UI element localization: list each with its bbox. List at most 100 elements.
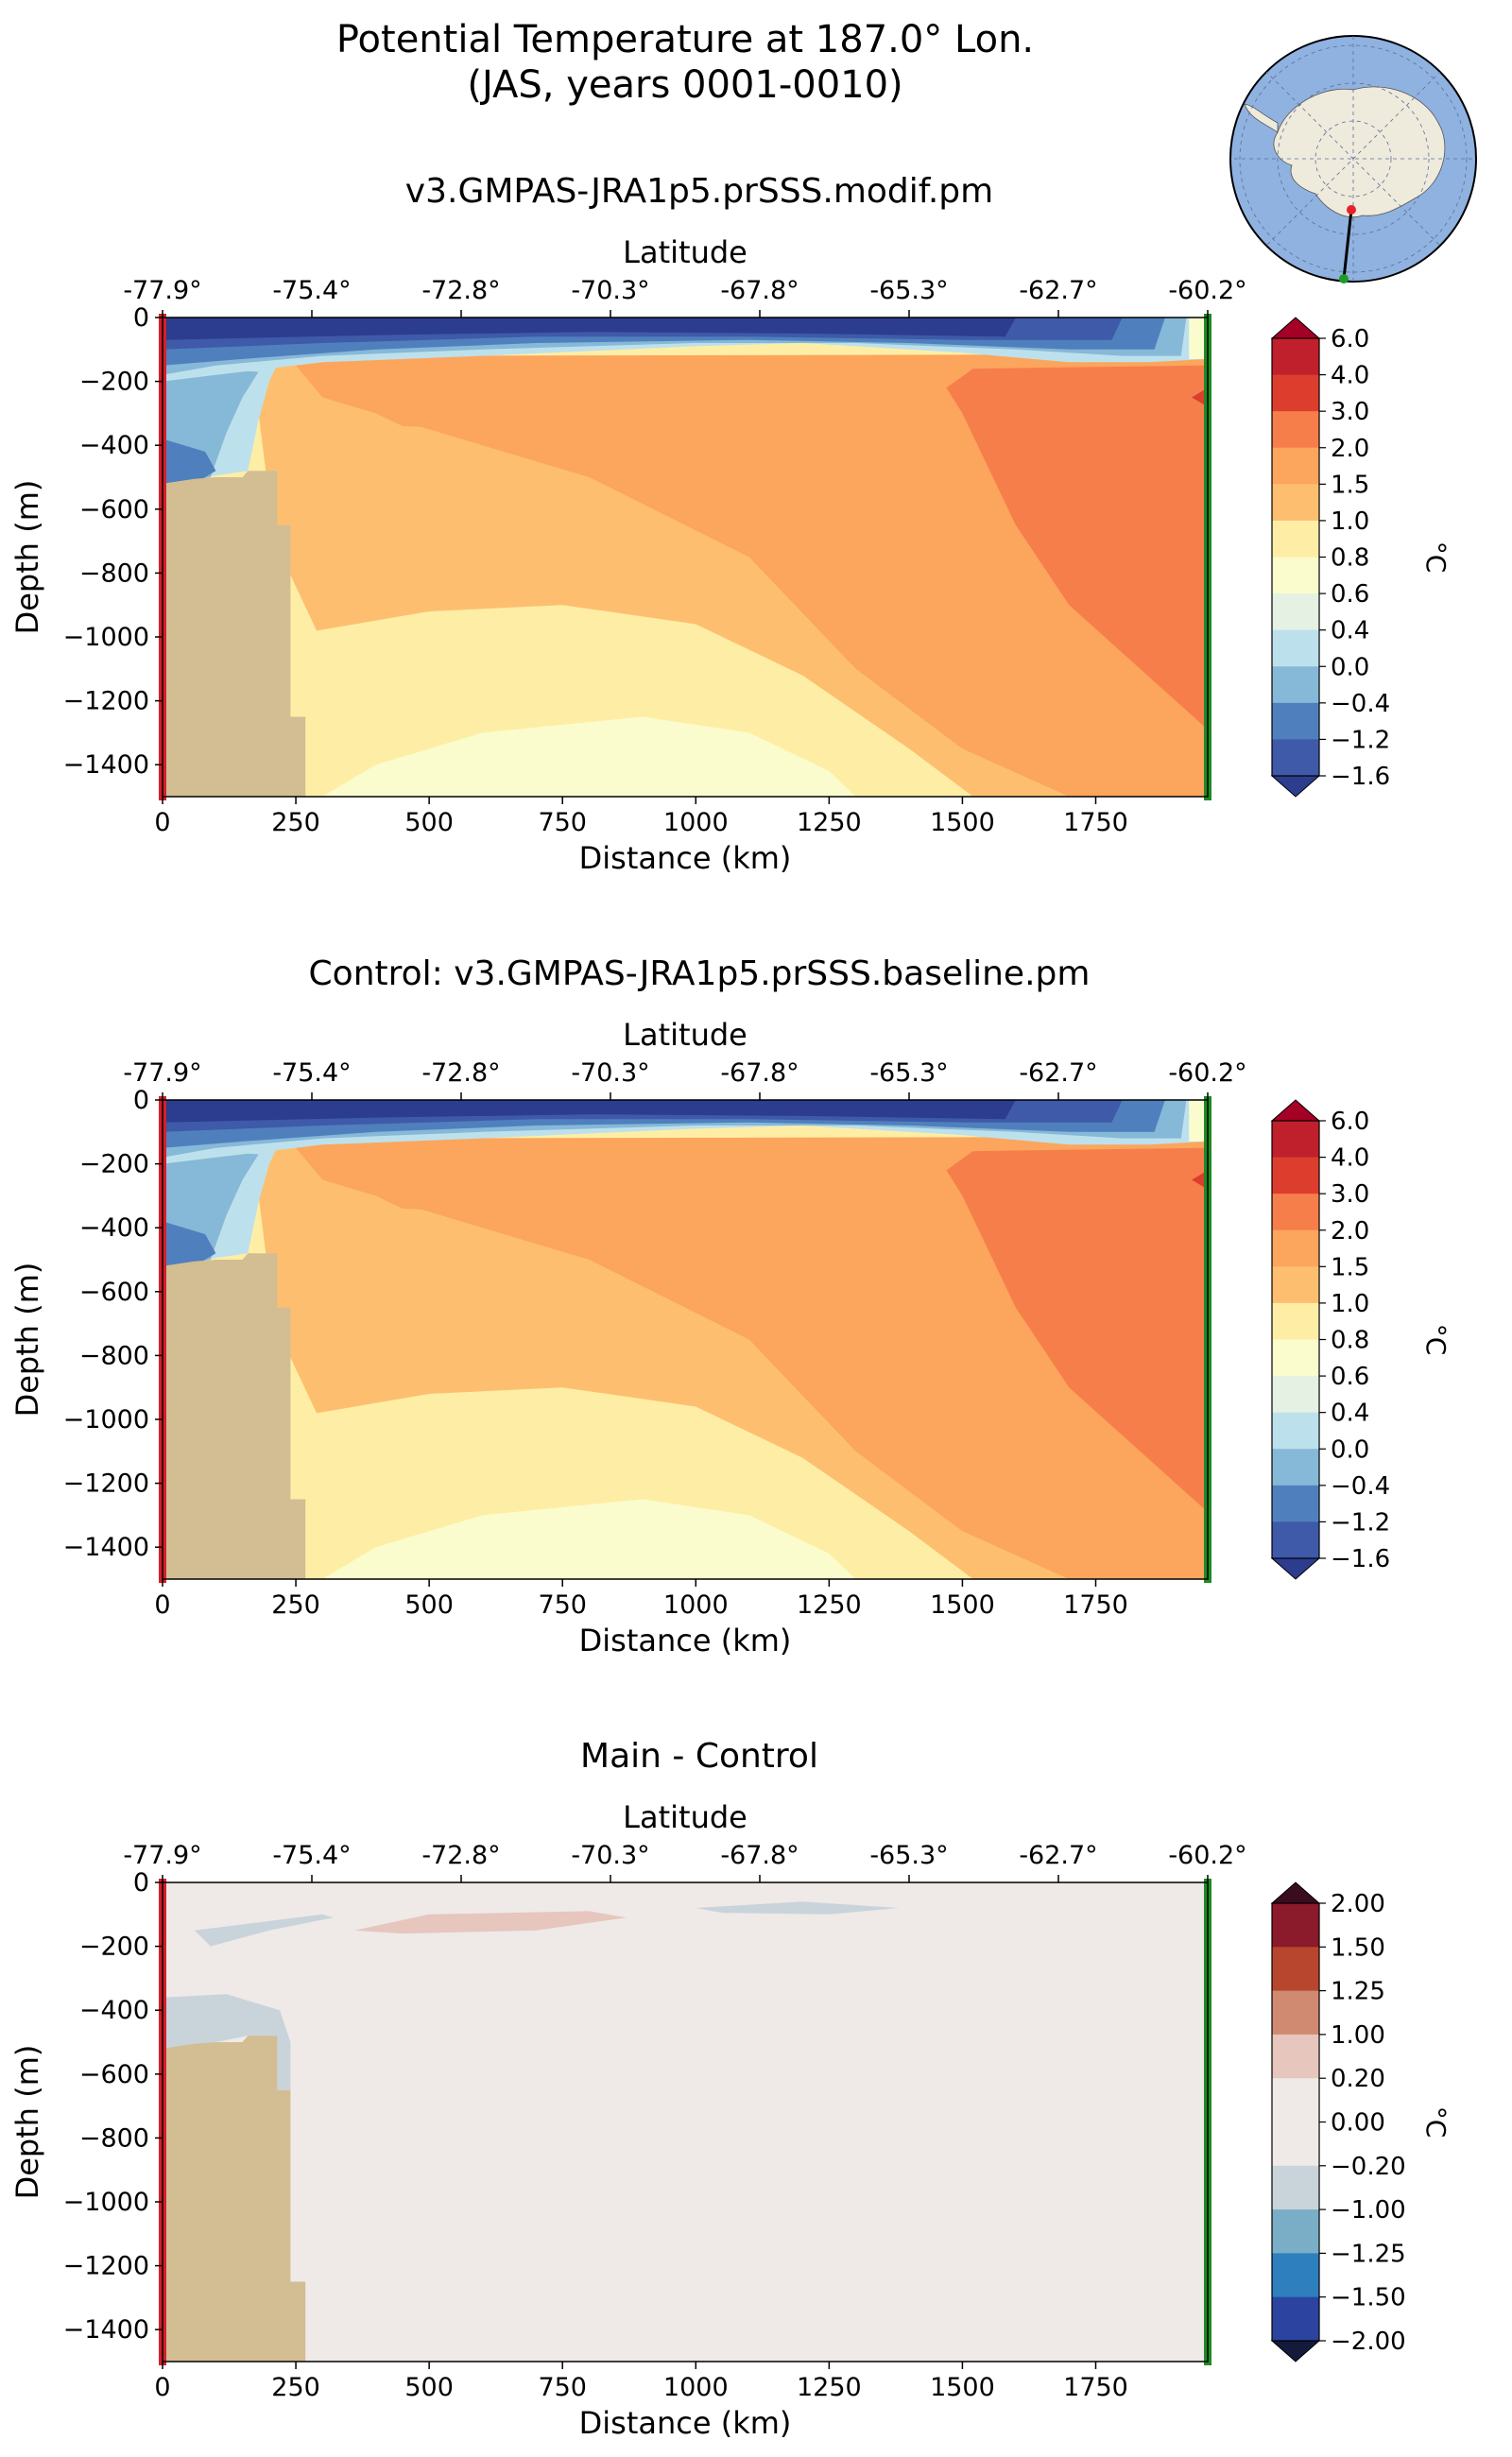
- northern-warm-column: [1189, 1100, 1208, 1142]
- y-tick-label: −600: [79, 2060, 149, 2089]
- colorbar-cell: [1272, 1521, 1319, 1559]
- colorbar-cell: [1272, 1121, 1319, 1159]
- x-tick-label: 0: [154, 2373, 170, 2402]
- y-axis-label: Depth (m): [9, 480, 45, 635]
- y-tick-label: −1000: [63, 623, 149, 652]
- y-tick-label: −800: [79, 2123, 149, 2153]
- anomaly-negative-shelf: [163, 1994, 291, 2090]
- colorbar-cell: [1272, 374, 1319, 412]
- colorbar-cell: [1272, 1485, 1319, 1522]
- top-axis-label: Latitude: [623, 234, 747, 270]
- bathymetry-shelf: [163, 1253, 306, 1579]
- colorbar-under-triangle: [1270, 1557, 1321, 1580]
- lat-tick-label: -72.8°: [421, 1841, 500, 1870]
- colorbar-cell: [1272, 1449, 1319, 1486]
- lat-tick-label: -67.8°: [720, 1058, 799, 1088]
- colorbar-tick-label: 6.0: [1331, 1108, 1369, 1136]
- colorbar-tick-label: 1.00: [1331, 2021, 1385, 2050]
- x-tick-label: 1750: [1063, 2373, 1128, 2402]
- lat-tick-label: -72.8°: [421, 276, 500, 305]
- colorbar-tick-label: 0.6: [1331, 580, 1369, 609]
- lat-tick-label: -70.3°: [571, 1841, 649, 1870]
- colorbar-tick-label: 4.0: [1331, 362, 1369, 390]
- x-tick-label: 1500: [930, 1590, 995, 1620]
- lat-tick-label: -60.2°: [1168, 276, 1246, 305]
- plot-frame: [162, 1881, 1209, 2362]
- y-tick-label: −400: [79, 1996, 149, 2025]
- contour-band-3-0-4-0: [1192, 387, 1208, 407]
- panel-2-chart: 0 250 500 750 1000 1250 1500 1750 Distance (km) 0…: [9, 1017, 1452, 1658]
- x-tick-label: 1000: [663, 1590, 729, 1620]
- colorbar-tick-label: 6.0: [1331, 325, 1369, 353]
- colorbar-cell: [1272, 557, 1319, 594]
- figure-title-line1: Potential Temperature at 187.0° Lon.: [335, 18, 1035, 61]
- colorbar-over-triangle: [1270, 1881, 1321, 1904]
- colorbar-tick-label: 0.8: [1331, 1327, 1369, 1355]
- colorbar-tick-label: 1.0: [1331, 1290, 1369, 1318]
- top-axis-label: Latitude: [623, 1017, 747, 1053]
- x-axis-label: Distance (km): [579, 1623, 792, 1658]
- colorbar-cell: [1272, 1266, 1319, 1304]
- y-tick-label: −1200: [63, 1469, 149, 1499]
- lat-tick-label: -77.9°: [123, 276, 201, 305]
- y-tick-label: −200: [79, 1150, 149, 1179]
- contour-band-patch: [365, 400, 776, 433]
- panel-1-chart: 0 250 500 750 1000 1250 1500 1750 Distance (km) 0…: [9, 234, 1452, 876]
- colorbar-tick-label: 3.0: [1331, 1180, 1369, 1209]
- colorbar-cell: [1272, 484, 1319, 522]
- y-axis-label: Depth (m): [9, 1263, 45, 1418]
- colorbar-tick-label: 0.4: [1331, 617, 1369, 645]
- contour-band-minus-1-2: [163, 438, 216, 484]
- colorbar-label: °C: [1420, 541, 1452, 574]
- lat-tick-label: -72.8°: [421, 1058, 500, 1088]
- x-tick-label: 1250: [797, 808, 862, 837]
- bathymetry-shelf: [163, 471, 306, 797]
- y-tick-label: 0: [133, 1086, 149, 1115]
- colorbar-cell: [1272, 666, 1319, 704]
- colorbar-cell: [1272, 1194, 1319, 1231]
- colorbar-tick-label: 3.0: [1331, 398, 1369, 426]
- x-tick-label: 1500: [930, 808, 995, 837]
- colorbar-cell: [1272, 2209, 1319, 2254]
- x-tick-label: 0: [154, 1590, 170, 1620]
- x-axis-label: Distance (km): [579, 840, 792, 876]
- panel-3-chart: 0 250 500 750 1000 1250 1500 1750 Distance (km) 0…: [9, 1799, 1452, 2441]
- plot-frame: [162, 1099, 1209, 1580]
- colorbar-cell: [1272, 1339, 1319, 1377]
- colorbar-cell: [1272, 629, 1319, 667]
- colorbar-tick-label: −0.4: [1331, 1472, 1390, 1501]
- lat-tick-label: -75.4°: [272, 1058, 351, 1088]
- colorbar-cell: [1272, 1903, 1319, 1948]
- contour-band-2-0-3-0: [946, 365, 1208, 730]
- colorbar-tick-label: −1.2: [1331, 726, 1390, 754]
- x-tick-label: 0: [154, 808, 170, 837]
- bathymetry-shelf: [163, 2036, 306, 2362]
- colorbar-tick-label: −1.6: [1331, 763, 1390, 791]
- colorbar-tick-label: 2.0: [1331, 1217, 1369, 1246]
- colorbar-cell: [1272, 1229, 1319, 1267]
- colorbar-cell: [1272, 2034, 1319, 2079]
- colorbar-tick-label: 2.00: [1331, 1890, 1385, 1918]
- colorbar-cell: [1272, 411, 1319, 449]
- colorbar-tick-label: −1.50: [1331, 2284, 1406, 2312]
- y-tick-label: −800: [79, 558, 149, 588]
- lat-tick-label: -62.7°: [1019, 1058, 1097, 1088]
- colorbar-cell: [1272, 520, 1319, 558]
- x-tick-label: 250: [271, 1590, 320, 1620]
- colorbar-tick-label: 0.6: [1331, 1363, 1369, 1391]
- colorbar-cell: [1272, 2122, 1319, 2167]
- x-tick-label: 1750: [1063, 1590, 1128, 1620]
- antarctica-landmass: [1230, 36, 1476, 282]
- y-tick-label: −800: [79, 1341, 149, 1370]
- colorbar-tick-label: −1.6: [1331, 1545, 1390, 1573]
- colorbar-tick-label: 1.0: [1331, 507, 1369, 536]
- plot-area: [163, 1882, 1208, 2362]
- lat-tick-label: -62.7°: [1019, 1841, 1097, 1870]
- contour-band-patch: [365, 1182, 776, 1215]
- x-tick-label: 1000: [663, 2373, 729, 2402]
- x-tick-label: 500: [404, 2373, 454, 2402]
- y-tick-label: −600: [79, 495, 149, 524]
- x-tick-label: 1000: [663, 808, 729, 837]
- y-tick-label: 0: [133, 303, 149, 333]
- colorbar-cell: [1272, 1412, 1319, 1450]
